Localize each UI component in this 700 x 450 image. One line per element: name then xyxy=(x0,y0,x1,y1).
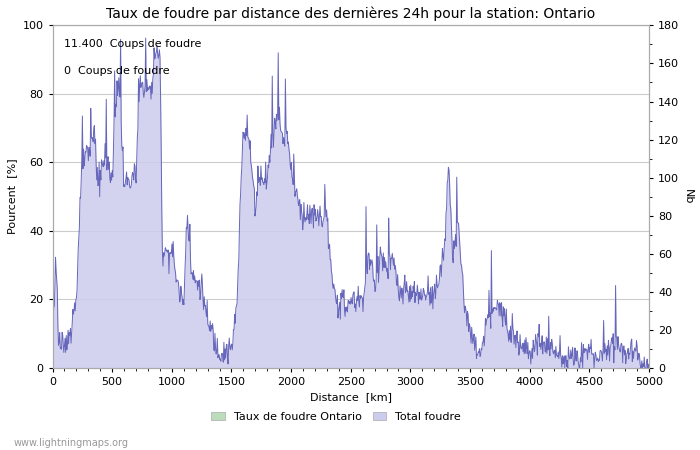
Title: Taux de foudre par distance des dernières 24h pour la station: Ontario: Taux de foudre par distance des dernière… xyxy=(106,7,596,22)
Text: www.lightningmaps.org: www.lightningmaps.org xyxy=(14,438,129,448)
Text: 0  Coups de foudre: 0 Coups de foudre xyxy=(64,67,170,76)
Y-axis label: Nb: Nb xyxy=(683,189,693,204)
Y-axis label: Pourcent  [%]: Pourcent [%] xyxy=(7,159,17,234)
Text: 11.400  Coups de foudre: 11.400 Coups de foudre xyxy=(64,39,202,49)
X-axis label: Distance  [km]: Distance [km] xyxy=(310,392,392,403)
Legend: Taux de foudre Ontario, Total foudre: Taux de foudre Ontario, Total foudre xyxy=(207,407,465,427)
